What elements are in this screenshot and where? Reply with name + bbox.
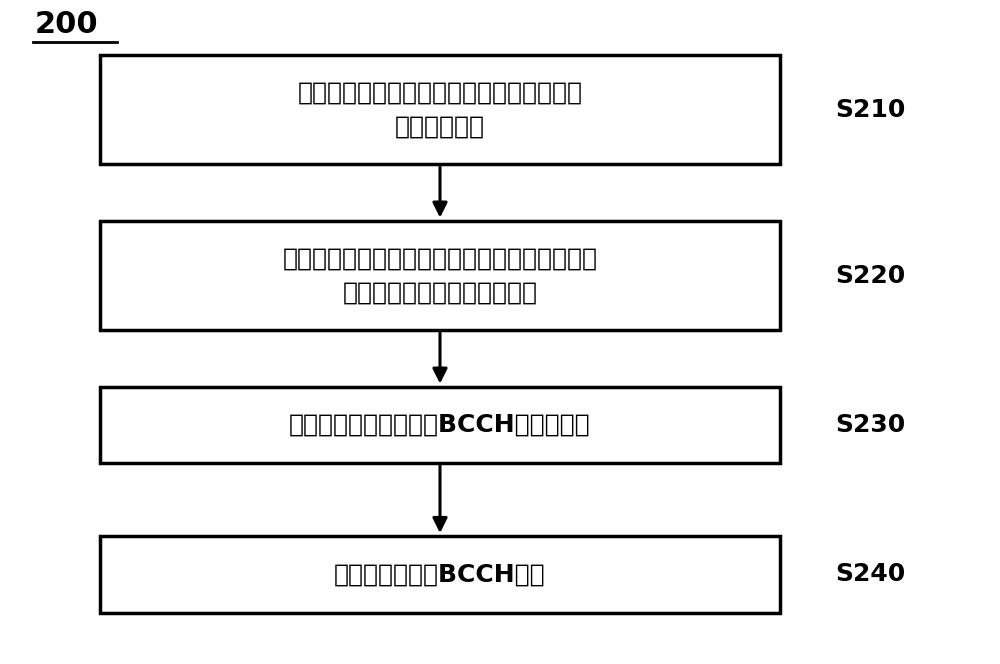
Text: S220: S220 — [835, 264, 905, 288]
Bar — [100, 386, 780, 463]
Text: 基于命令，关闭BCCH载频: 基于命令，关闭BCCH载频 — [334, 562, 546, 586]
Text: 从基站控制器接收关闭BCCH载频的命令: 从基站控制器接收关闭BCCH载频的命令 — [289, 413, 591, 437]
Bar — [100, 54, 780, 165]
Text: S230: S230 — [835, 413, 905, 437]
Text: 200: 200 — [35, 10, 99, 39]
Bar — [100, 537, 780, 612]
Text: 根据至少两个消息中每个消息指示的特定物理量
的取值改变特定物理量的取值: 根据至少两个消息中每个消息指示的特定物理量 的取值改变特定物理量的取值 — [283, 247, 598, 304]
Text: S210: S210 — [835, 98, 905, 122]
Bar — [100, 220, 780, 331]
Text: 从基站控制器接收指示特定物理量的取值的
至少两个消息: 从基站控制器接收指示特定物理量的取值的 至少两个消息 — [298, 81, 582, 138]
Text: S240: S240 — [835, 562, 905, 586]
